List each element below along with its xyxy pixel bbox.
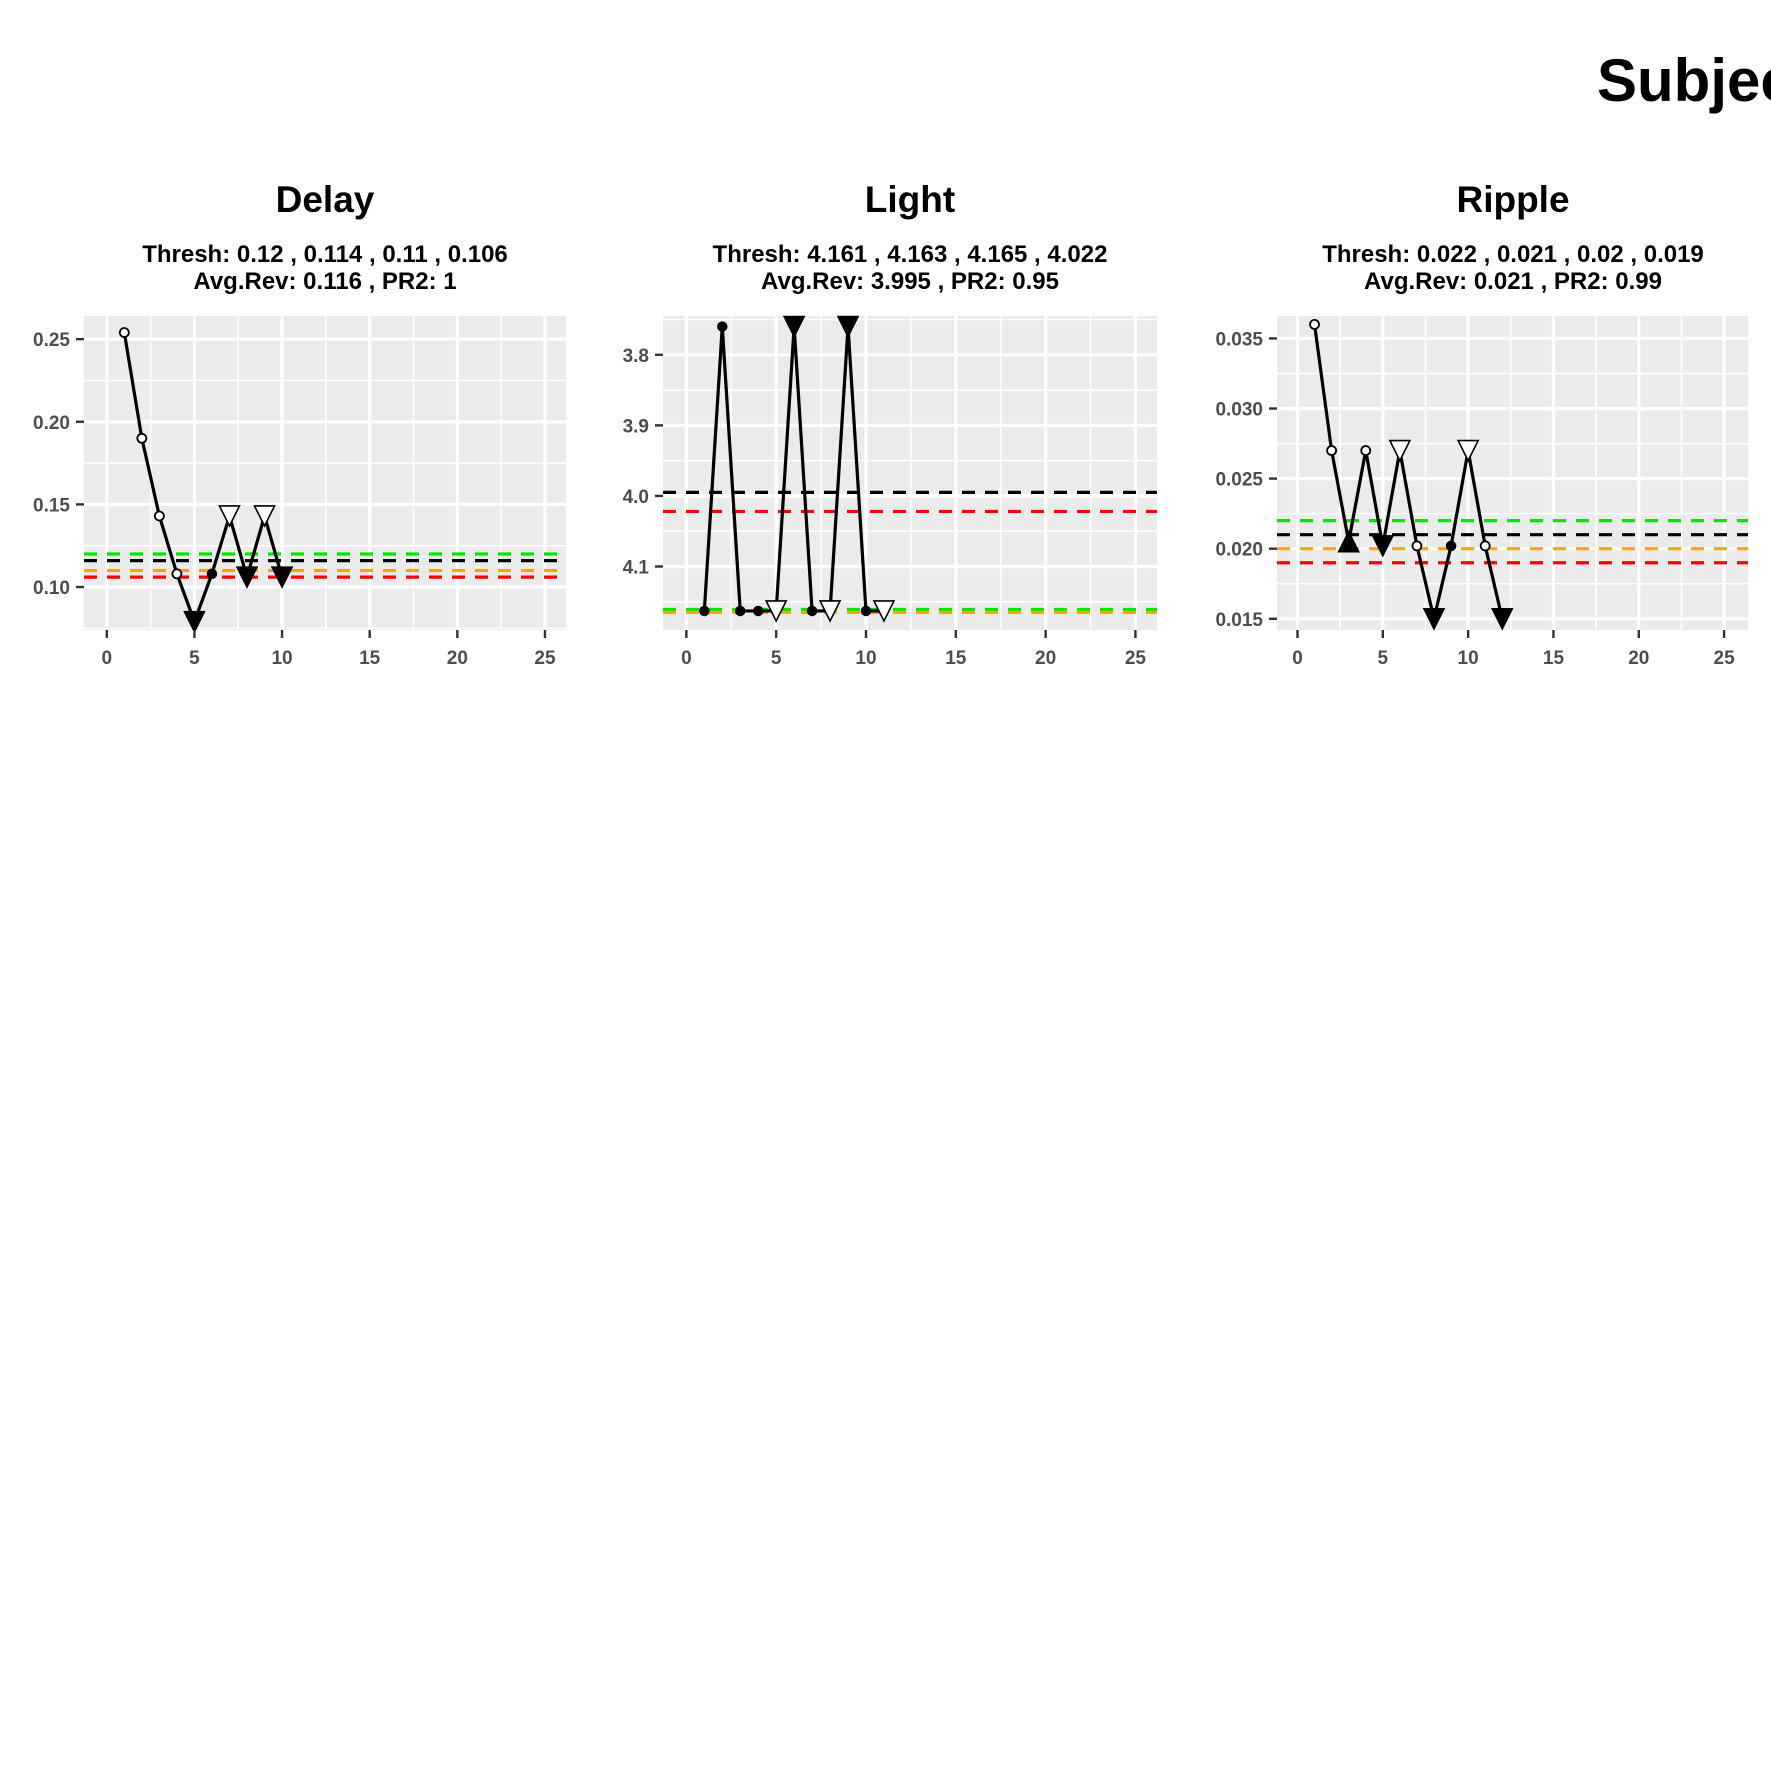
data-point [836, 315, 860, 339]
data-point [1388, 439, 1412, 463]
data-point [782, 315, 806, 339]
data-point [818, 600, 842, 623]
x-tick-label: 20 [1035, 648, 1056, 669]
x-tick-label: 0 [1292, 648, 1303, 669]
data-point [699, 605, 710, 617]
data-point [1337, 529, 1360, 553]
data-point [734, 605, 746, 617]
data-point [872, 600, 896, 623]
y-tick-label: 0.035 [1215, 329, 1263, 350]
panel-title: Delay [276, 179, 375, 220]
x-tick-label: 5 [189, 648, 200, 669]
y-tick-label: 4.1 [623, 557, 650, 578]
page-title: Subjec [1597, 47, 1771, 114]
y-tick-label: 0.020 [1215, 540, 1263, 561]
data-point [206, 568, 218, 580]
y-tick-label: 0.030 [1215, 400, 1263, 421]
x-tick-label: 5 [1378, 648, 1389, 669]
x-tick-label: 20 [447, 648, 468, 669]
panel-subtitle-avg: Avg.Rev: 3.995 , PR2: 0.95 [761, 268, 1059, 295]
panel-title: Light [865, 179, 955, 220]
plot-background [84, 316, 566, 630]
panel-subtitle-thresh: Thresh: 0.12 , 0.114 , 0.11 , 0.106 [142, 241, 508, 268]
x-tick-label: 10 [855, 648, 876, 669]
series-line [1312, 324, 1504, 621]
data-point [1411, 540, 1423, 552]
series-line [122, 332, 284, 624]
data-point [1490, 607, 1514, 631]
y-tick-label: 0.015 [1215, 610, 1263, 631]
panel-light: Light Thresh: 4.161 , 4.163 , 4.165 , 4.0… [623, 179, 1157, 669]
data-point [1479, 540, 1491, 552]
y-tick-label: 0.25 [33, 330, 70, 351]
data-point [270, 566, 294, 589]
data-point [235, 566, 259, 589]
data-point [806, 605, 818, 617]
data-point [1445, 540, 1457, 552]
data-point [218, 505, 241, 528]
panel-subtitle-avg: Avg.Rev: 0.021 , PR2: 0.99 [1364, 268, 1662, 295]
data-point [1309, 319, 1320, 330]
data-point [1456, 439, 1480, 463]
data-point [171, 568, 183, 580]
x-tick-label: 10 [271, 648, 292, 669]
data-point [764, 600, 788, 623]
x-tick-label: 0 [101, 648, 112, 669]
x-tick-label: 5 [771, 648, 782, 669]
panel-subtitle-avg: Avg.Rev: 0.116 , PR2: 1 [193, 268, 456, 295]
y-tick-label: 0.025 [1215, 470, 1263, 491]
panel-subtitle-thresh: Thresh: 0.022 , 0.021 , 0.02 , 0.019 [1322, 241, 1704, 268]
y-tick-label: 0.10 [33, 578, 70, 599]
y-tick-label: 0.15 [33, 495, 70, 516]
plot-background [1277, 316, 1748, 630]
x-tick-label: 15 [945, 648, 967, 669]
data-point [118, 327, 130, 338]
x-tick-label: 25 [1714, 648, 1736, 669]
data-point [1371, 535, 1395, 558]
data-point [253, 505, 276, 528]
x-tick-label: 10 [1458, 648, 1479, 669]
figure: Delay Thresh: 0.12 , 0.114 , 0.11 , 0.106… [33, 179, 1748, 669]
y-tick-label: 0.20 [33, 413, 70, 434]
x-tick-label: 25 [534, 648, 556, 669]
data-point [752, 605, 764, 617]
data-point [1422, 607, 1446, 631]
panel-delay: Delay Thresh: 0.12 , 0.114 , 0.11 , 0.106… [33, 179, 566, 669]
data-point [183, 610, 206, 634]
x-tick-label: 20 [1628, 648, 1649, 669]
panel-title: Ripple [1456, 179, 1569, 220]
x-tick-label: 15 [1543, 648, 1565, 669]
data-point [153, 510, 165, 522]
x-tick-label: 0 [681, 648, 692, 669]
y-tick-label: 3.9 [623, 416, 649, 437]
data-point [1360, 445, 1372, 456]
data-point [136, 432, 148, 444]
y-tick-label: 3.8 [623, 346, 649, 367]
plot-background [663, 316, 1157, 630]
x-tick-label: 25 [1125, 648, 1147, 669]
data-point [860, 605, 872, 617]
panel-subtitle-thresh: Thresh: 4.161 , 4.163 , 4.165 , 4.022 [713, 241, 1108, 268]
y-tick-label: 4.0 [623, 487, 649, 508]
panel-ripple: Ripple Thresh: 0.022 , 0.021 , 0.02 , 0.0… [1215, 179, 1748, 669]
data-point [717, 321, 728, 332]
x-tick-label: 15 [359, 648, 381, 669]
data-point [1326, 445, 1338, 456]
